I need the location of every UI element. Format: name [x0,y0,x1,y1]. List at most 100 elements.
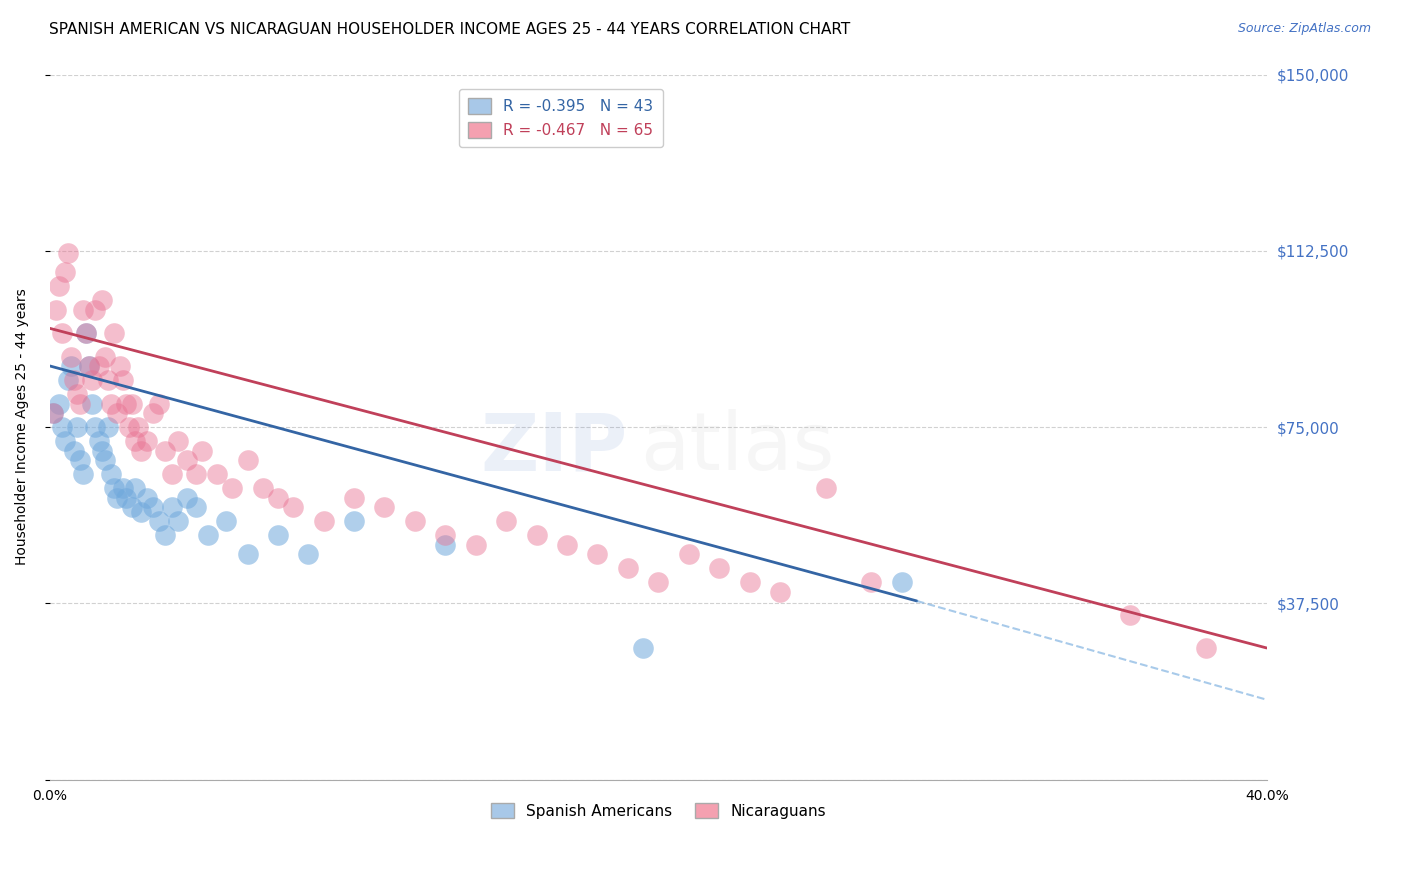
Point [105,491,128,505]
Point [75,326,97,340]
Point [136,491,159,505]
Point [586,547,609,561]
Point [60,350,83,364]
Point [155,528,177,542]
Point [69,453,91,467]
Point [373,500,395,514]
Point [124,481,146,495]
Point [526,528,548,542]
Point [63,443,86,458]
Point [283,500,305,514]
Point [97,373,120,387]
Point [1195,640,1218,655]
Point [155,443,177,458]
Point [297,547,319,561]
Point [82,396,104,410]
Point [148,514,170,528]
Point [72,467,94,481]
Point [434,528,457,542]
Point [121,396,143,410]
Point [75,326,97,340]
Point [108,359,131,373]
Point [48,279,70,293]
Point [464,538,486,552]
Point [166,434,188,449]
Text: Source: ZipAtlas.com: Source: ZipAtlas.com [1237,22,1371,36]
Point [93,453,115,467]
Point [45,302,67,317]
Point [79,359,101,373]
Point [495,514,517,528]
Point [115,491,138,505]
Point [176,491,198,505]
Point [184,467,207,481]
Point [93,350,115,364]
Legend: Spanish Americans, Nicaraguans: Spanish Americans, Nicaraguans [485,797,832,825]
Point [136,434,159,449]
Point [434,538,457,552]
Point [142,500,165,514]
Point [103,326,125,340]
Point [51,420,73,434]
Point [343,491,366,505]
Point [215,514,238,528]
Point [56,373,79,387]
Point [267,528,290,542]
Point [51,326,73,340]
Text: ZIP: ZIP [481,409,628,487]
Point [129,505,152,519]
Point [103,481,125,495]
Point [860,575,883,590]
Point [647,575,669,590]
Point [769,584,792,599]
Point [221,481,243,495]
Point [312,514,335,528]
Point [63,373,86,387]
Point [42,406,65,420]
Point [184,500,207,514]
Point [252,481,274,495]
Point [160,467,183,481]
Point [82,373,104,387]
Point [197,528,219,542]
Point [555,538,578,552]
Point [72,302,94,317]
Point [69,396,91,410]
Point [97,420,120,434]
Point [121,500,143,514]
Point [678,547,700,561]
Point [205,467,228,481]
Point [176,453,198,467]
Point [267,491,290,505]
Point [124,434,146,449]
Point [90,293,112,307]
Point [160,500,183,514]
Point [60,359,83,373]
Point [111,481,134,495]
Text: SPANISH AMERICAN VS NICARAGUAN HOUSEHOLDER INCOME AGES 25 - 44 YEARS CORRELATION: SPANISH AMERICAN VS NICARAGUAN HOUSEHOLD… [49,22,851,37]
Point [707,561,730,575]
Point [105,406,128,420]
Point [236,453,259,467]
Point [100,396,122,410]
Point [53,434,76,449]
Point [129,443,152,458]
Point [191,443,214,458]
Point [127,420,149,434]
Point [87,359,110,373]
Point [84,302,107,317]
Point [738,575,761,590]
Point [148,396,170,410]
Point [79,359,101,373]
Point [56,246,79,260]
Point [890,575,912,590]
Point [166,514,188,528]
Point [87,434,110,449]
Point [111,373,134,387]
Point [1119,608,1142,623]
Point [142,406,165,420]
Point [631,640,654,655]
Point [66,387,89,401]
Point [100,467,122,481]
Point [115,396,138,410]
